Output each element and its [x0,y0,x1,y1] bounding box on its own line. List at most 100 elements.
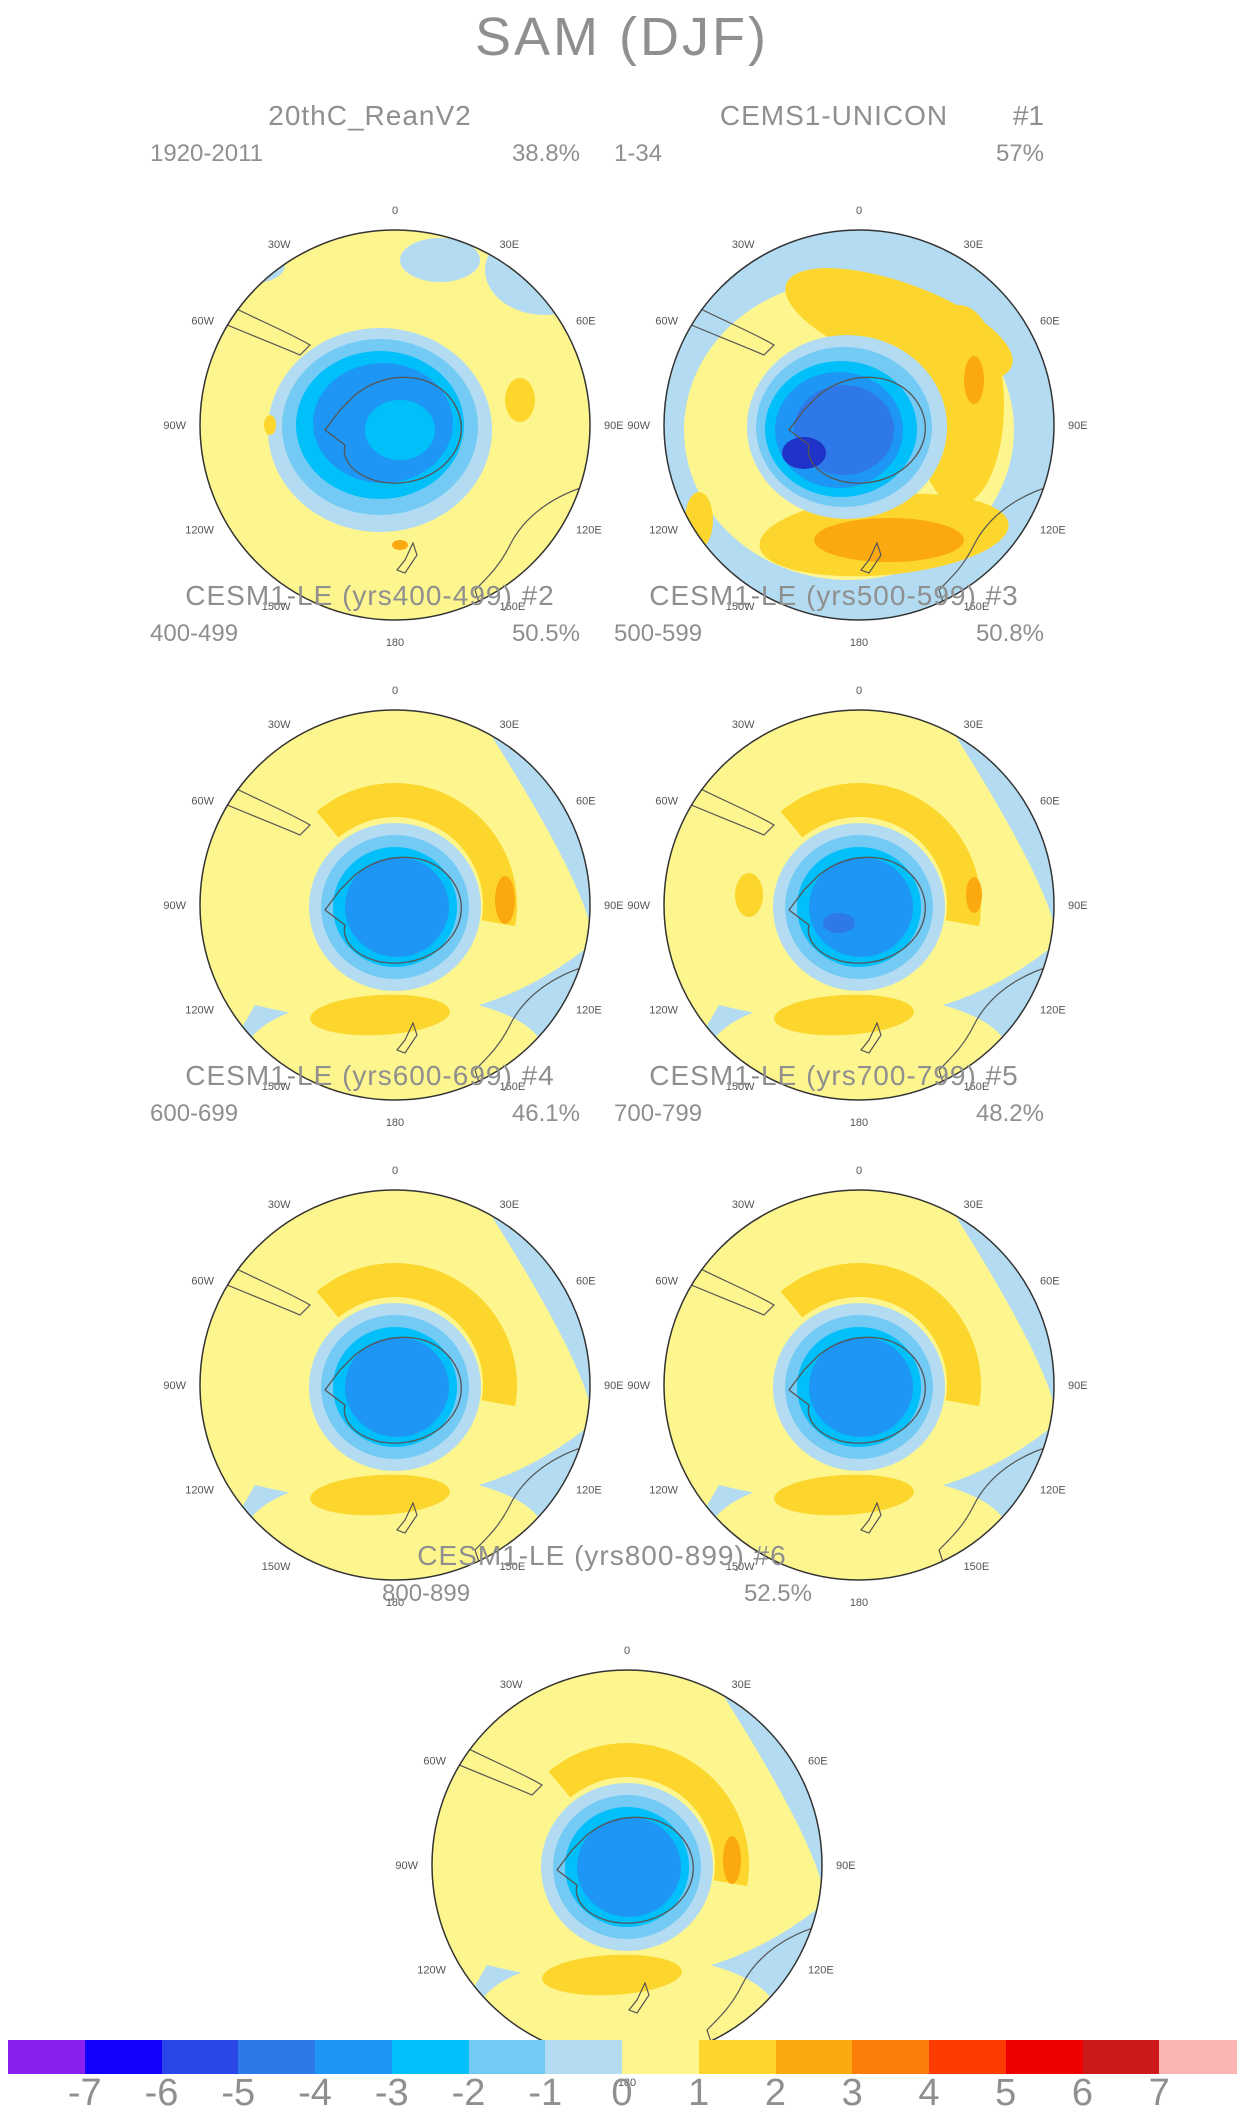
longitude-label: 90E [836,1860,856,1872]
longitude-label: 120E [1040,525,1066,537]
negative-anomaly [345,857,449,957]
longitude-label: 120W [649,1005,678,1017]
longitude-label: 90W [163,900,186,912]
map-boundary [663,709,1055,1101]
colorbar-tick-label: -6 [144,2072,179,2114]
longitude-label: 60W [655,796,678,808]
map-boundary [199,229,591,621]
panel-years: 600-699 [150,1100,239,1127]
longitude-label: 150E [500,601,526,613]
colorbar-tick-label: 2 [764,2072,787,2114]
longitude-label: 120W [185,525,214,537]
south-america-coastline [668,774,775,836]
longitude-label: 180 [386,1597,404,1609]
longitude-label: 150E [964,1561,990,1573]
colorbar-tick-label: 7 [1148,2072,1170,2114]
polar-map: 0 30E 60E 90E 120E 150E 180 150W 120W 90W 60W 30W [627,1165,1087,1609]
negative-anomaly [782,437,826,469]
panel-years: 700-799 [614,1100,703,1127]
panel-variance-percent: 48.2% [975,1100,1044,1127]
antarctica-coastline [556,1816,694,1924]
colorbar-segment [775,2040,853,2074]
panel-variance-percent: 38.8% [511,140,580,167]
polar-map: 0 30E 60E 90E 120E 150E 180 150W 120W 90W 60W 30W [627,205,1088,649]
panel-title: CESM1-LE (yrs500-599) #3 [649,580,1019,611]
positive-anomaly [780,1263,981,1407]
new-zealand-coastline [396,1021,418,1054]
antarctica-coastline [788,1336,926,1444]
longitude-label: 90E [1068,420,1088,432]
new-zealand-coastline [860,541,882,574]
longitude-label: 180 [386,1117,404,1129]
longitude-label: 120W [649,1485,678,1497]
map-panel: 0 30E 60E 90E 120E 150E 180 150W 120W 90W 60W 30W 20… [150,100,730,649]
colorbar-segment [8,2040,86,2074]
longitude-label: 150W [726,1081,755,1093]
colorbar-tick-label: -7 [67,2072,102,2114]
positive-anomaly [723,1836,741,1884]
negative-anomaly [809,857,913,957]
colorbar-segment [929,2040,1007,2074]
longitude-label: 90E [604,900,624,912]
longitude-label: 0 [856,685,862,697]
positive-anomaly [735,873,763,917]
longitude-label: 30E [964,1199,984,1211]
longitude-label: 0 [392,685,398,697]
new-zealand-coastline [396,1501,418,1534]
longitude-label: 120W [417,1965,446,1977]
australia-coastline [474,964,590,1100]
positive-anomaly [964,356,984,404]
longitude-label: 150E [964,601,990,613]
panel-variance-percent: 57% [995,140,1044,167]
negative-anomaly [823,913,855,933]
longitude-label: 90E [604,1380,624,1392]
map-boundary [663,229,1055,621]
longitude-label: 150W [262,1081,291,1093]
panel-years: 1920-2011 [150,140,263,167]
longitude-label: 60E [1040,796,1060,808]
panel-number: #3 [985,580,1019,611]
longitude-label: 30W [268,239,291,251]
panel-number: #5 [985,1060,1019,1091]
positive-anomaly [310,994,450,1036]
colorbar-segment [238,2040,316,2074]
positive-anomaly [505,378,535,422]
longitude-label: 60W [423,1756,446,1768]
longitude-label: 150W [726,601,755,613]
longitude-label: 150E [500,1561,526,1573]
positive-anomaly [310,1474,450,1516]
colorbar-segment [1159,2040,1237,2074]
negative-anomaly [365,400,435,460]
polar-map: 0 30E 60E 90E 120E 150E 180 150W 120W 90W 60W 30W [627,685,1087,1129]
longitude-label: 120E [576,1005,602,1017]
south-america-coastline [668,1254,775,1316]
antarctica-coastline [324,1336,462,1444]
colorbar-tick-label: 0 [611,2072,633,2114]
longitude-label: 150W [726,1561,755,1573]
longitude-label: 120W [185,1485,214,1497]
longitude-label: 60E [576,316,596,328]
panel-years: 500-599 [614,620,703,647]
longitude-label: 120E [576,1485,602,1497]
longitude-label: 30W [500,1679,523,1691]
panel-number: #6 [753,1540,787,1571]
longitude-label: 30E [964,239,984,251]
positive-anomaly [774,994,914,1036]
new-zealand-coastline [860,1501,882,1534]
longitude-label: 30W [732,719,755,731]
longitude-label: 0 [392,1165,398,1177]
panel-number: #2 [521,580,555,611]
polar-map: 0 30E 60E 90E 120E 150E 180 150W 120W 90W 60W 30W [163,685,624,1129]
longitude-label: 30E [500,239,520,251]
longitude-label: 30E [964,719,984,731]
map-boundary [199,709,591,1101]
longitude-label: 60E [1040,1276,1060,1288]
positive-anomaly [264,415,276,435]
map-panel: 0 30E 60E 90E 120E 150E 180 150W 120W 90W 60W 30W CE… [614,100,1194,649]
map-panel: 0 30E 60E 90E 120E 150E 180 150W 120W 90W 60W 30W CE… [150,1060,730,1609]
map-boundary [199,1189,591,1581]
map-panel: 0 30E 60E 90E 120E 150E 180 150W 120W 90W 60W 30W CE… [150,580,730,1129]
longitude-label: 150W [262,601,291,613]
australia-coastline [938,1444,1054,1580]
longitude-label: 60W [191,796,214,808]
